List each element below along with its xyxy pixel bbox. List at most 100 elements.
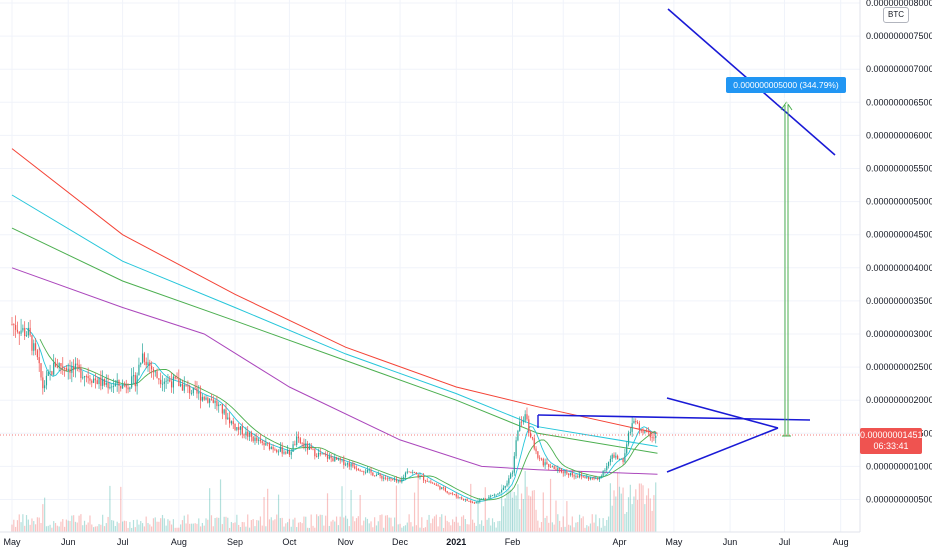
volume-bar	[359, 494, 361, 532]
volume-bar	[239, 527, 242, 532]
volume-bar	[308, 527, 310, 532]
volume-bar	[569, 525, 572, 532]
candle-body	[116, 380, 118, 384]
candle-body	[470, 501, 472, 503]
candle-body	[426, 480, 428, 482]
volume-bar	[404, 525, 407, 532]
volume-bar	[370, 521, 372, 532]
candle-body	[524, 414, 526, 421]
candle-body	[332, 458, 334, 462]
candle-body	[225, 409, 227, 420]
candle-body	[210, 398, 213, 400]
volume-bar	[635, 489, 637, 532]
candle-body	[646, 431, 648, 433]
candle-body	[555, 469, 557, 471]
candle-body	[105, 382, 107, 385]
candle-body	[533, 438, 535, 449]
volume-bar	[636, 499, 639, 532]
volume-bar	[54, 523, 57, 532]
volume-bar	[450, 525, 452, 532]
volume-bar	[350, 489, 352, 532]
volume-bar	[575, 522, 577, 532]
candle-body	[301, 442, 303, 444]
price-axis[interactable]: 0.0000000005000.0000000010000.0000000015…	[866, 0, 932, 505]
candle-body	[481, 499, 483, 501]
volume-bar	[181, 520, 184, 532]
candle-body	[189, 386, 191, 394]
time-tick-label: Dec	[392, 537, 409, 547]
candle-body	[118, 380, 120, 386]
candle-body	[439, 485, 441, 490]
volume-bar	[638, 483, 641, 532]
volume-bar	[526, 486, 528, 532]
time-tick-label: Oct	[282, 537, 297, 547]
candle-body	[51, 371, 53, 375]
volume-bar	[238, 524, 240, 532]
candle-body	[423, 476, 425, 481]
volume-bar	[53, 521, 55, 532]
candle-body	[372, 472, 374, 476]
candle-body	[27, 327, 29, 336]
quote-unit-badge[interactable]: BTC	[883, 7, 909, 23]
candle-body	[374, 475, 376, 477]
candle-body	[158, 378, 160, 380]
candle-body	[238, 427, 240, 430]
candle-body	[586, 476, 588, 479]
volume-bar	[477, 498, 479, 532]
candle-body	[321, 453, 323, 455]
candle-body	[598, 476, 601, 480]
volume-bar	[123, 520, 126, 532]
volume-bar	[256, 520, 258, 532]
volume-bar	[189, 523, 191, 532]
volume-bar	[651, 510, 653, 532]
volume-bar	[236, 514, 238, 532]
volume-bar	[410, 522, 412, 532]
candle-body	[194, 387, 196, 389]
candle-body	[317, 452, 320, 457]
volume-bar	[412, 526, 414, 532]
volume-bar	[125, 521, 127, 532]
candle-body	[25, 335, 28, 337]
price-tick-label: 0.000000002500	[866, 362, 932, 372]
volume-bar	[20, 522, 22, 532]
volume-bar	[354, 521, 356, 532]
volume-bar	[96, 526, 98, 532]
volume-bar	[531, 490, 534, 532]
candle-body	[339, 458, 341, 461]
candle-body	[450, 493, 452, 494]
candle-body	[490, 495, 492, 497]
candle-body	[203, 396, 205, 400]
candle-body	[406, 471, 408, 473]
candle-body	[234, 424, 236, 430]
volume-bar	[470, 483, 472, 532]
volume-bar	[158, 521, 160, 532]
volume-bar	[74, 521, 77, 532]
volume-bar	[615, 496, 617, 532]
volume-bar	[94, 526, 97, 532]
candle-body	[167, 379, 169, 381]
volume-bar	[475, 525, 477, 532]
volume-bar	[366, 518, 369, 532]
candle-body	[560, 469, 563, 473]
volume-bar	[618, 486, 621, 532]
candle-body	[535, 448, 537, 452]
time-axis[interactable]: May Jun Jul Aug Sep Oct Nov Dec 2021 Feb Apr May Jun…	[3, 537, 848, 547]
candle-body	[357, 469, 359, 471]
time-tick-label: May	[665, 537, 683, 547]
candle-body	[96, 380, 98, 385]
candle-body	[457, 496, 459, 498]
volume-bar	[462, 515, 465, 532]
candle-body	[172, 376, 174, 388]
volume-bar	[647, 488, 650, 532]
candle-body	[31, 335, 33, 351]
candle-body	[392, 479, 394, 480]
candle-body	[410, 472, 412, 474]
moving-average-line	[11, 227, 658, 454]
candle-body	[462, 498, 465, 501]
candle-body	[69, 368, 71, 373]
volume-bar	[544, 517, 546, 532]
candle-body	[185, 384, 187, 386]
candle-body	[94, 378, 97, 381]
volume-bar	[326, 493, 329, 532]
candle-body	[499, 492, 501, 494]
